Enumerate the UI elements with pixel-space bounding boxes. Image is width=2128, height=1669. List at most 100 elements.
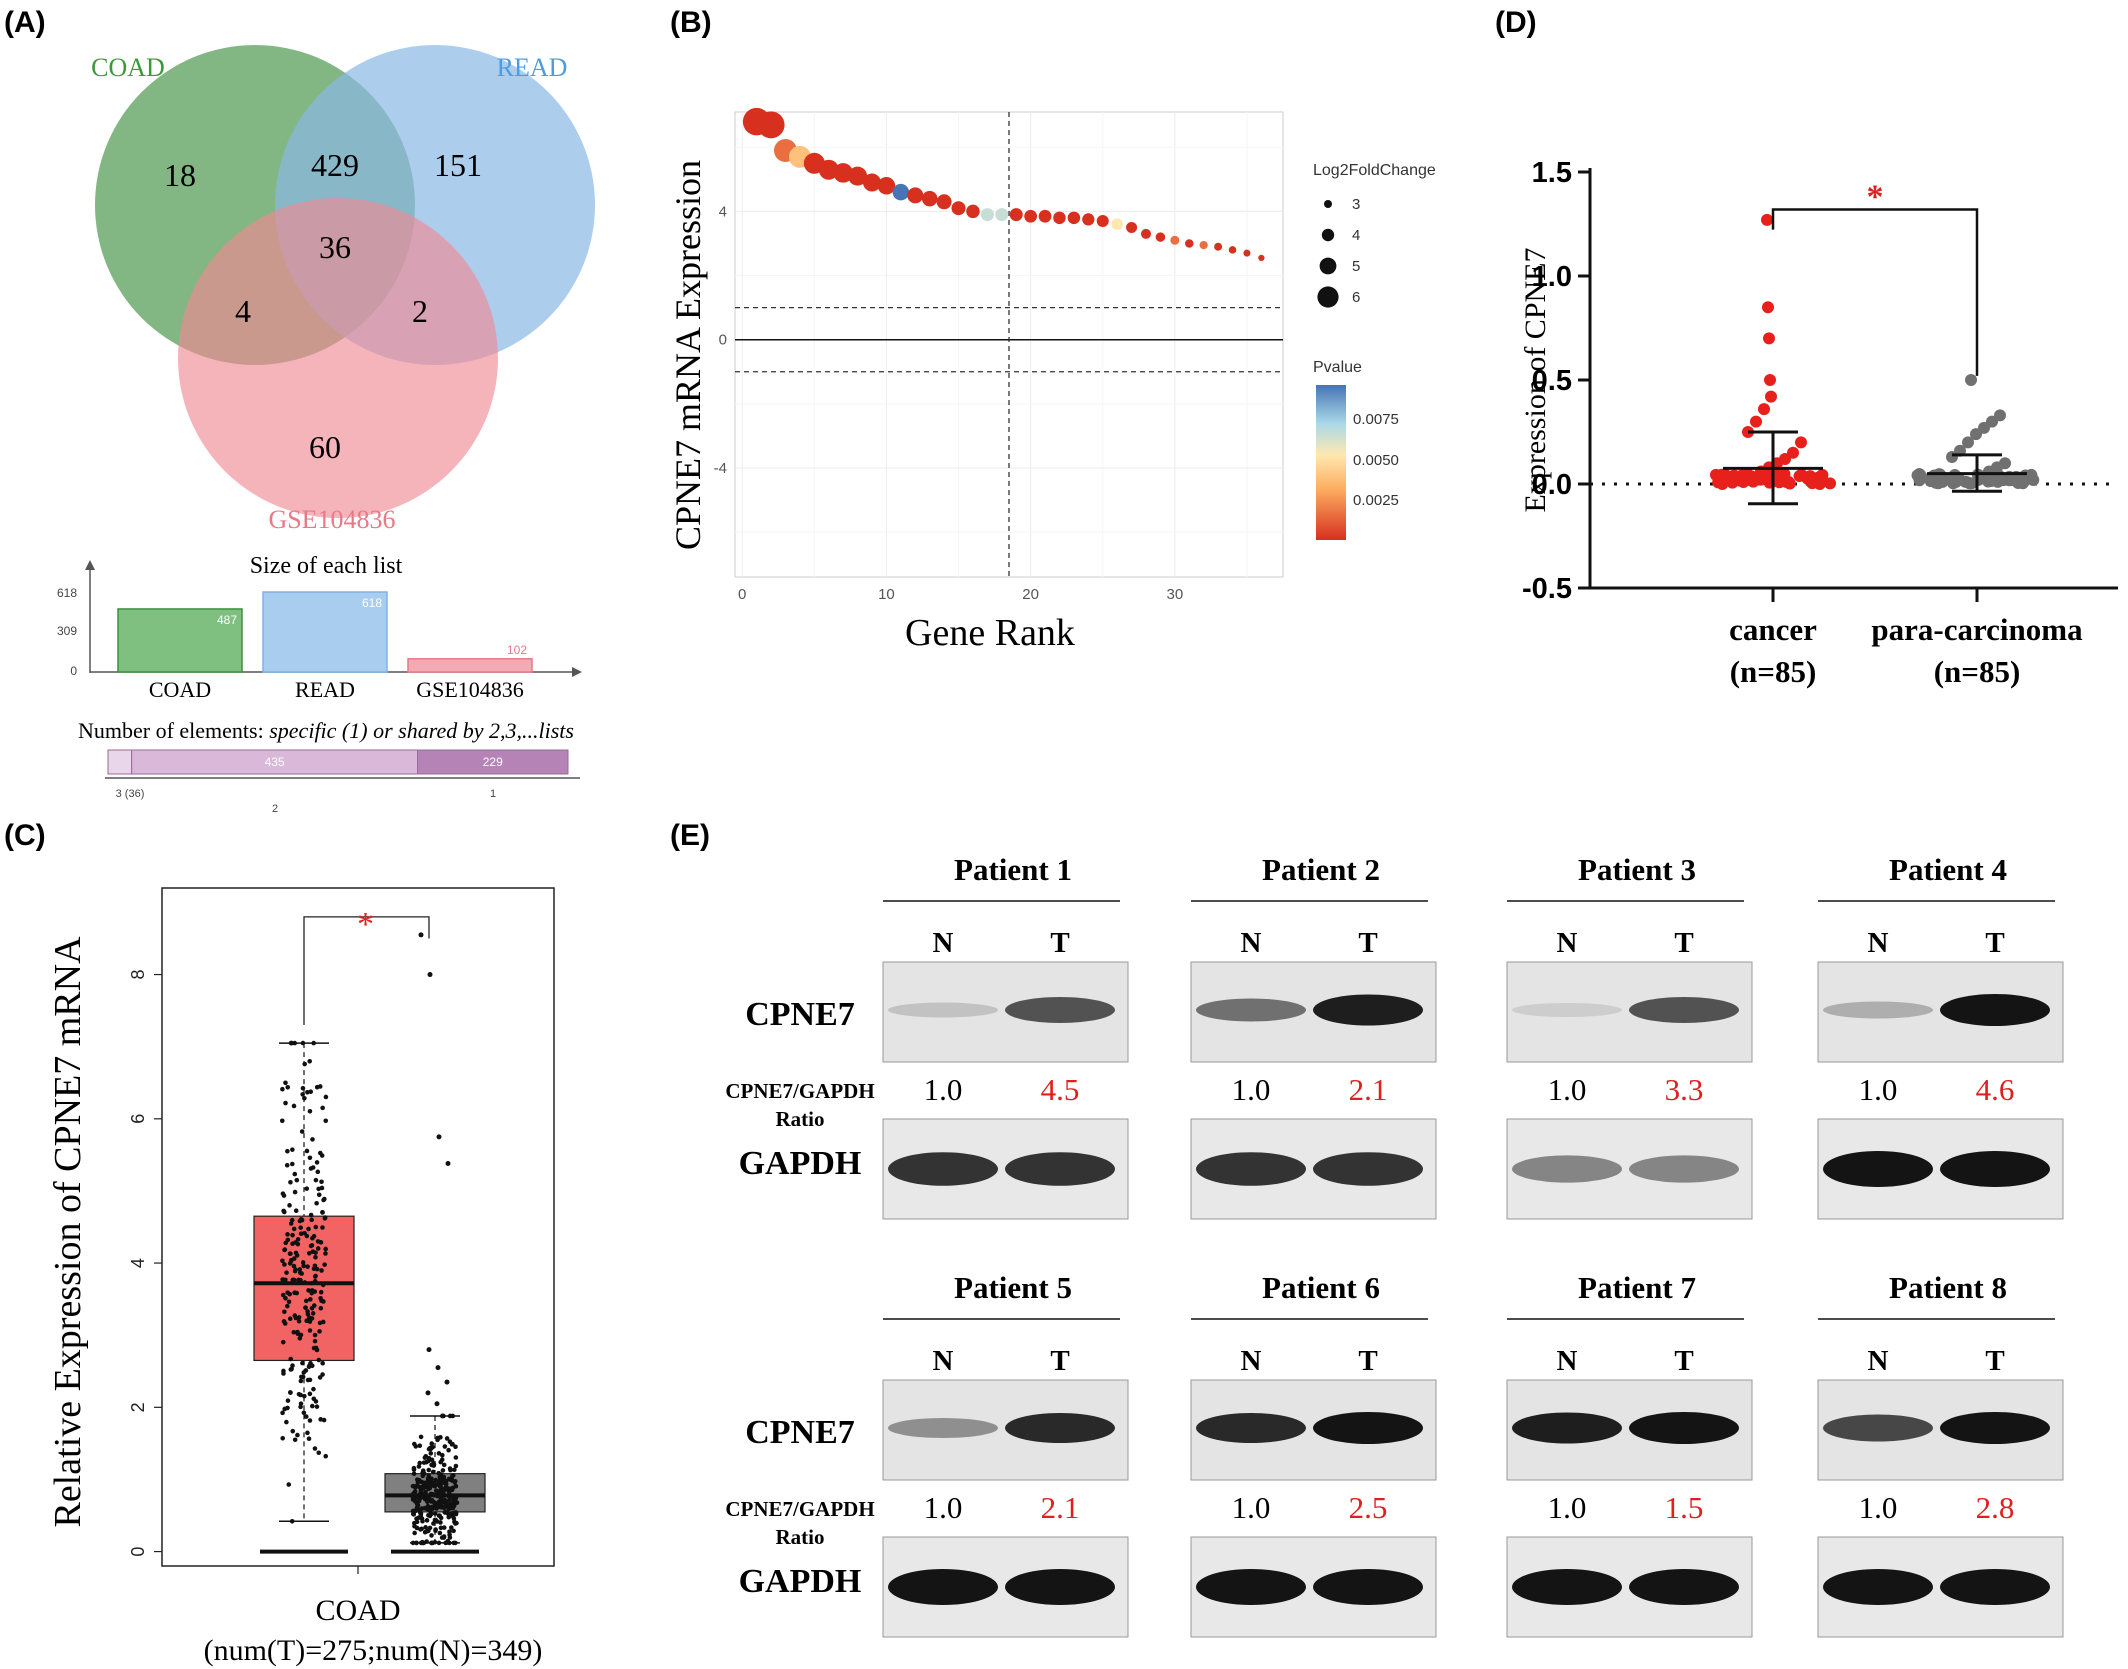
boxplot-point bbox=[311, 1233, 317, 1239]
shared-elements-segment-value: 229 bbox=[483, 755, 503, 769]
boxplot-point bbox=[428, 1451, 434, 1456]
boxplot-point bbox=[432, 1492, 437, 1498]
list-size-bar bbox=[407, 658, 533, 673]
list-size-y-arrow bbox=[85, 560, 95, 570]
boxplot-point bbox=[436, 1540, 442, 1546]
boxplot-point bbox=[290, 1147, 295, 1152]
rank-point bbox=[1155, 232, 1166, 242]
rank-point bbox=[1258, 254, 1265, 262]
rank-point bbox=[921, 190, 938, 207]
boxplot-point bbox=[442, 1497, 448, 1503]
boxplot-point bbox=[308, 1243, 314, 1249]
boxplot-point bbox=[438, 1504, 443, 1510]
boxplot-point bbox=[283, 1100, 288, 1106]
boxplot-point bbox=[291, 1103, 297, 1109]
boxplot-point bbox=[304, 1186, 310, 1191]
rank-x-tick: 30 bbox=[1166, 586, 1183, 603]
rank-point bbox=[1141, 228, 1151, 239]
boxplot-point bbox=[412, 1490, 417, 1496]
boxplot-point bbox=[435, 1435, 441, 1441]
boxplot-point bbox=[437, 1513, 442, 1518]
western-band bbox=[1629, 1412, 1739, 1444]
boxplot-point bbox=[305, 1430, 310, 1436]
boxplot-outlier bbox=[436, 1134, 442, 1140]
western-band bbox=[1823, 1569, 1933, 1605]
shared-elements-tick: 2 bbox=[272, 803, 278, 815]
size-legend-dot bbox=[1317, 286, 1339, 308]
list-size-bar-label: GSE104836 bbox=[416, 677, 524, 702]
boxplot-point bbox=[285, 1148, 290, 1154]
boxplot-point bbox=[317, 1329, 322, 1334]
western-band bbox=[1005, 997, 1115, 1023]
boxplot-point bbox=[300, 1085, 306, 1091]
western-row-ratio-2: Ratio bbox=[776, 1525, 825, 1549]
list-size-bar-value: 618 bbox=[362, 596, 382, 610]
dotplot-category-n: (n=85) bbox=[1934, 654, 2021, 689]
boxplot-point bbox=[420, 1518, 425, 1524]
boxplot-point bbox=[283, 1080, 288, 1086]
dotplot-point bbox=[1758, 403, 1770, 416]
panel-label-e: (E) bbox=[670, 819, 710, 852]
western-row-target: CPNE7 bbox=[745, 1414, 855, 1451]
boxplot-point bbox=[318, 1289, 324, 1295]
boxplot-point bbox=[447, 1466, 453, 1471]
boxplot-point bbox=[437, 1530, 443, 1536]
boxplot-point bbox=[320, 1209, 325, 1215]
boxplot-point bbox=[283, 1240, 289, 1246]
boxplot-point bbox=[300, 1092, 305, 1097]
boxplot-point bbox=[321, 1417, 327, 1423]
boxplot-point bbox=[309, 1306, 315, 1311]
dotplot-significance-bracket bbox=[1771, 208, 1979, 376]
dotplot-y-tick: 0.5 bbox=[1532, 365, 1572, 397]
boxplot-point bbox=[417, 1443, 423, 1449]
list-size-bar-value: 102 bbox=[507, 643, 527, 657]
boxplot-point bbox=[299, 1129, 305, 1134]
western-row-ratio: CPNE7/GAPDH bbox=[725, 1079, 874, 1103]
boxplot-point bbox=[453, 1444, 458, 1450]
boxplot-point bbox=[304, 1148, 310, 1154]
boxplot-point bbox=[446, 1447, 451, 1453]
rank-point bbox=[1170, 235, 1180, 245]
western-patient: Patient 5 N T 1.0 2.1 bbox=[882, 1270, 1129, 1638]
boxplot-point bbox=[412, 1523, 417, 1529]
boxplot-point bbox=[290, 1232, 295, 1238]
dotplot-point bbox=[1913, 474, 1926, 487]
venn-count-read-gse: 2 bbox=[412, 293, 428, 329]
boxplot-point bbox=[287, 1316, 293, 1322]
boxplot-point bbox=[452, 1467, 457, 1473]
dotplot-point bbox=[1765, 390, 1777, 403]
boxplot-point bbox=[442, 1444, 448, 1449]
rank-point bbox=[1185, 239, 1194, 248]
boxplot-point bbox=[316, 1186, 321, 1192]
boxplot-point bbox=[431, 1463, 437, 1468]
western-band bbox=[1196, 1152, 1306, 1186]
boxplot-point bbox=[454, 1520, 459, 1526]
boxplot-point bbox=[300, 1360, 305, 1366]
boxplot-point bbox=[308, 1297, 313, 1302]
boxplot-point bbox=[445, 1485, 450, 1491]
rank-x-label: Gene Rank bbox=[905, 612, 1075, 654]
boxplot-point bbox=[441, 1462, 447, 1468]
boxplot-point bbox=[313, 1250, 318, 1255]
boxplot-point bbox=[317, 1320, 323, 1326]
boxplot-point bbox=[447, 1535, 453, 1540]
dotplot-point bbox=[1965, 374, 1977, 386]
boxplot-y-tick: 8 bbox=[128, 970, 148, 980]
western-patient-title: Patient 8 bbox=[1889, 1270, 2007, 1305]
western-ratio-n: 1.0 bbox=[1859, 1490, 1898, 1525]
boxplot-point bbox=[316, 1357, 322, 1363]
boxplot-point bbox=[412, 1530, 417, 1536]
boxplot-point bbox=[308, 1360, 313, 1366]
boxplot-point bbox=[296, 1391, 302, 1397]
boxplot-point bbox=[287, 1261, 293, 1266]
boxplot-point bbox=[280, 1410, 285, 1416]
venn-diagram: COAD READ GSE104836 18 429 151 36 4 2 60 bbox=[91, 45, 595, 534]
boxplot-point bbox=[444, 1436, 450, 1441]
boxplot-point bbox=[447, 1413, 453, 1419]
western-lane-n: N bbox=[933, 927, 954, 959]
dotplot-y-tick: 1.5 bbox=[1532, 157, 1572, 189]
venn-count-coad-read: 429 bbox=[311, 147, 359, 183]
boxplot-point bbox=[317, 1084, 323, 1089]
boxplot-point bbox=[417, 1507, 422, 1513]
boxplot-point bbox=[298, 1277, 303, 1283]
